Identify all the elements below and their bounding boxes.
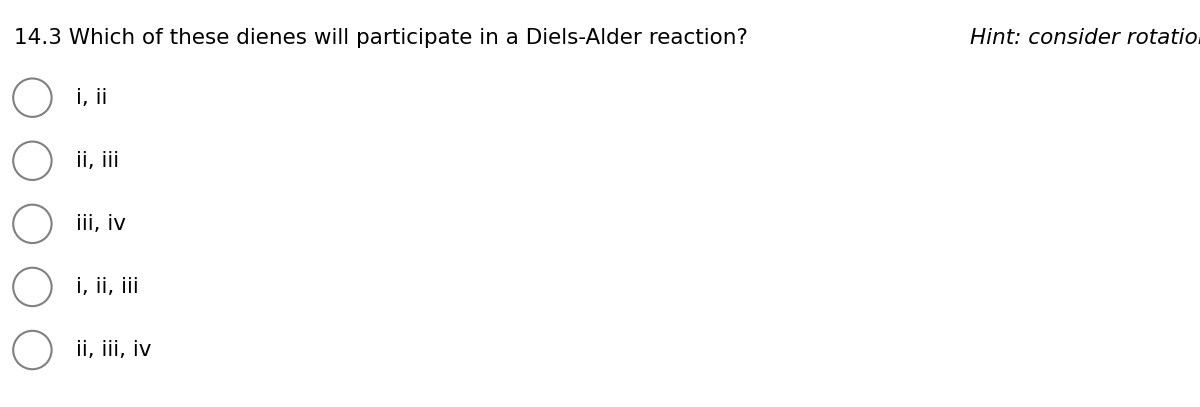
Text: i, ii, iii: i, ii, iii <box>76 277 138 297</box>
Text: Hint: consider rotation around single bonds.: Hint: consider rotation around single bo… <box>971 28 1200 48</box>
Text: ii, iii: ii, iii <box>76 151 119 171</box>
Text: i, ii: i, ii <box>76 88 107 108</box>
Text: 14.3 Which of these dienes will participate in a Diels-Alder reaction?: 14.3 Which of these dienes will particip… <box>14 28 755 48</box>
Text: iii, iv: iii, iv <box>76 214 126 234</box>
Text: ii, iii, iv: ii, iii, iv <box>76 340 151 360</box>
